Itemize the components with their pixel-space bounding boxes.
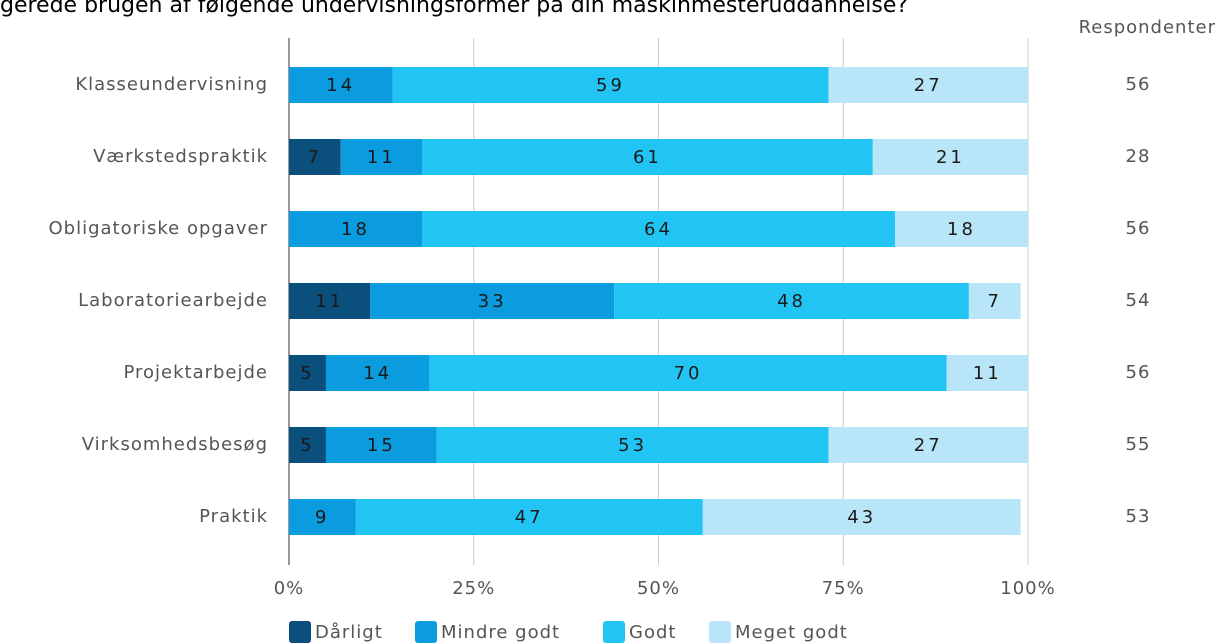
bar-segment bbox=[340, 139, 423, 175]
legend-swatch bbox=[289, 621, 311, 643]
x-tick-label: 0% bbox=[274, 578, 305, 599]
bar-segment bbox=[436, 427, 829, 463]
legend-label: Meget godt bbox=[735, 622, 848, 643]
respondents-value: 56 bbox=[1126, 362, 1151, 383]
bar-label: 33 bbox=[478, 291, 507, 312]
bar-label: 7 bbox=[988, 291, 1002, 312]
y-tick-label: Obligatoriske opgaver bbox=[48, 218, 268, 239]
bar-segment bbox=[946, 355, 1028, 391]
bar-label: 27 bbox=[914, 435, 943, 456]
bar-label: 27 bbox=[914, 75, 943, 96]
respondents-value: 54 bbox=[1126, 290, 1151, 311]
bar-label: 11 bbox=[315, 291, 344, 312]
respondents-header: Respondenter bbox=[1079, 17, 1216, 38]
chart-title: gerede brugen af følgende undervisningsf… bbox=[0, 0, 908, 18]
legend-label: Mindre godt bbox=[441, 622, 560, 643]
y-tick-label: Praktik bbox=[199, 506, 268, 527]
respondents-value: 56 bbox=[1126, 74, 1151, 95]
respondents-value: 55 bbox=[1126, 434, 1151, 455]
bar-label: 47 bbox=[515, 507, 544, 528]
bar-segment bbox=[828, 67, 1028, 103]
respondents-value: 56 bbox=[1126, 218, 1151, 239]
bar-segment bbox=[289, 67, 393, 103]
bar-segment bbox=[325, 427, 437, 463]
bar-segment bbox=[325, 355, 430, 391]
bar-segment bbox=[702, 499, 1021, 535]
bar-label: 64 bbox=[644, 219, 673, 240]
bar-label: 21 bbox=[936, 147, 965, 168]
bar-segment bbox=[828, 427, 1028, 463]
bar-label: 14 bbox=[326, 75, 355, 96]
bar-segment bbox=[289, 499, 356, 535]
x-tick-label: 50% bbox=[637, 578, 680, 599]
x-tick-label: 25% bbox=[452, 578, 495, 599]
bar-label: 11 bbox=[973, 363, 1002, 384]
y-tick-label: Laboratoriearbejde bbox=[78, 290, 268, 311]
y-tick-label: Værkstedspraktik bbox=[93, 146, 268, 167]
bar-label: 48 bbox=[777, 291, 806, 312]
legend-label: Dårligt bbox=[315, 622, 383, 643]
respondents-value: 53 bbox=[1126, 506, 1151, 527]
bar-label: 5 bbox=[300, 363, 314, 384]
bar-label: 70 bbox=[674, 363, 703, 384]
bar-label: 18 bbox=[947, 219, 976, 240]
bar-label: 14 bbox=[363, 363, 392, 384]
legend-swatch bbox=[709, 621, 731, 643]
bar-label: 5 bbox=[300, 435, 314, 456]
bar-segment bbox=[894, 211, 1028, 247]
legend-swatch bbox=[603, 621, 625, 643]
bar-segment bbox=[422, 211, 895, 247]
bar-label: 9 bbox=[315, 507, 329, 528]
bar-segment bbox=[289, 211, 423, 247]
bar-segment bbox=[289, 139, 341, 175]
bar-segment bbox=[392, 67, 829, 103]
legend-label: Godt bbox=[629, 622, 676, 643]
y-tick-label: Virksomhedsbesøg bbox=[82, 434, 268, 455]
bar-label: 61 bbox=[633, 147, 662, 168]
legend-swatch bbox=[415, 621, 437, 643]
bar-segment bbox=[370, 283, 615, 319]
bar-segment bbox=[289, 427, 326, 463]
bar-label: 59 bbox=[596, 75, 625, 96]
bar-segment bbox=[968, 283, 1021, 319]
bar-segment bbox=[355, 499, 703, 535]
x-tick-label: 75% bbox=[822, 578, 865, 599]
bar-segment bbox=[872, 139, 1028, 175]
bar-segment bbox=[422, 139, 873, 175]
bar-label: 15 bbox=[367, 435, 396, 456]
x-tick-label: 100% bbox=[1000, 578, 1055, 599]
y-tick-label: Projektarbejde bbox=[123, 362, 268, 383]
bar-label: 43 bbox=[847, 507, 876, 528]
y-tick-label: Klasseundervisning bbox=[75, 74, 268, 95]
bar-label: 11 bbox=[367, 147, 396, 168]
bar-segment bbox=[614, 283, 969, 319]
bar-label: 53 bbox=[618, 435, 647, 456]
bar-segment bbox=[429, 355, 947, 391]
respondents-value: 28 bbox=[1126, 146, 1151, 167]
bar-label: 18 bbox=[341, 219, 370, 240]
bar-segment bbox=[289, 283, 371, 319]
bar-label: 7 bbox=[308, 147, 322, 168]
bar-segment bbox=[289, 355, 326, 391]
